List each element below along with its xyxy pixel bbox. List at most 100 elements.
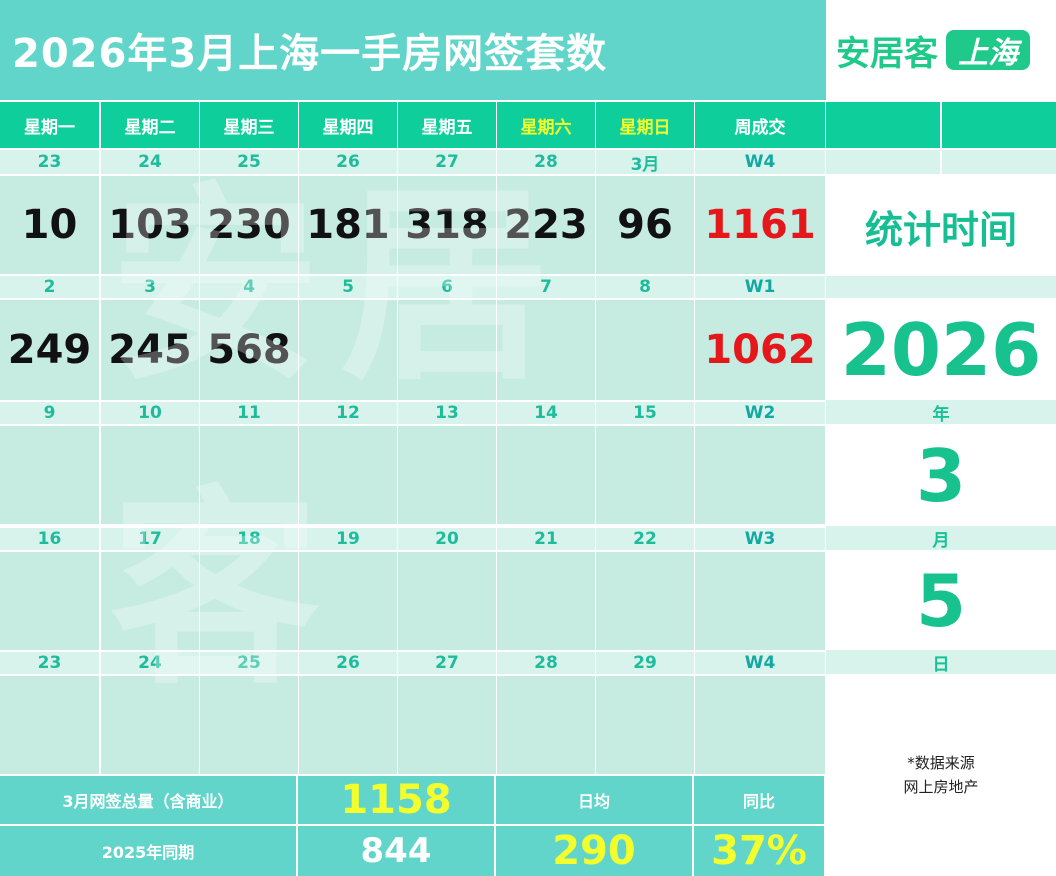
data-source-line-2: 网上房地产	[903, 778, 979, 796]
summary-yoy-value: 37%	[694, 826, 824, 876]
day-value-cell: 223	[497, 176, 595, 274]
weekday-header-5: 星期五	[398, 102, 496, 148]
date-label: 20	[398, 528, 496, 550]
day-value-cell	[299, 426, 397, 524]
week-total-cell: 1161	[695, 176, 825, 274]
week-label: W4	[695, 652, 825, 674]
day-value-cell	[497, 552, 595, 650]
date-label: 6	[398, 276, 496, 298]
day-value-cell	[200, 426, 298, 524]
day-value-cell: 568	[200, 300, 298, 400]
week-label: W3	[695, 528, 825, 550]
stat-day: 5	[915, 559, 967, 643]
date-label: 3月	[596, 150, 694, 175]
summary-avg-label: 日均	[496, 776, 692, 824]
date-label: 23	[0, 150, 99, 174]
week-total-cell	[695, 426, 825, 524]
week-total-cell	[695, 552, 825, 650]
day-value-cell: 230	[200, 176, 298, 274]
week-total-cell: 1062	[695, 300, 825, 400]
page-title: 2026年3月上海一手房网签套数	[12, 31, 608, 77]
day-value-cell: 245	[101, 300, 199, 400]
day-value-cell: 181	[299, 176, 397, 274]
day-value-cell: 318	[398, 176, 496, 274]
date-label: 19	[299, 528, 397, 550]
summary-yoy-label: 同比	[694, 776, 824, 824]
data-source-note: *数据来源 网上房地产	[826, 740, 1056, 810]
date-label: 4	[200, 276, 298, 298]
day-value-cell	[200, 676, 298, 774]
date-label: 8	[596, 276, 694, 298]
date-label: 5	[299, 276, 397, 298]
summary-avg-value: 290	[496, 826, 692, 876]
weekday-header-4: 星期四	[299, 102, 397, 148]
week-label: W2	[695, 402, 825, 424]
week-total-cell	[695, 676, 825, 774]
date-label: 24	[101, 150, 199, 174]
day-value-cell	[596, 426, 694, 524]
date-label: 21	[497, 528, 595, 550]
right-strip-1a	[826, 150, 940, 174]
date-label: 7	[497, 276, 595, 298]
right-header-block-2	[942, 102, 1056, 148]
stat-year-unit: 年	[826, 400, 1056, 425]
date-label: 16	[0, 528, 99, 550]
date-label: 27	[398, 652, 496, 674]
week-label: W1	[695, 276, 825, 298]
summary-total-label: 3月网签总量（含商业）	[0, 776, 296, 824]
date-label: 9	[0, 402, 99, 424]
date-label: 26	[299, 150, 397, 174]
day-value-cell: 103	[101, 176, 199, 274]
day-value-cell	[101, 676, 199, 774]
logo-city-badge: 上海	[946, 30, 1030, 71]
day-value-cell	[101, 426, 199, 524]
day-value-cell	[596, 676, 694, 774]
weekday-header-3: 星期三	[200, 102, 298, 148]
date-label: 12	[299, 402, 397, 424]
brand-logo: 安居客 上海	[826, 0, 1056, 100]
date-label: 14	[497, 402, 595, 424]
stat-time-label: 统计时间	[864, 207, 1017, 252]
date-label: 3	[101, 276, 199, 298]
stat-month-unit: 月	[826, 526, 1056, 551]
day-value-cell	[596, 552, 694, 650]
day-value-cell: 10	[0, 176, 99, 274]
title-bar: 2026年3月上海一手房网签套数	[0, 0, 826, 100]
stat-year: 2026	[840, 308, 1042, 392]
day-value-cell: 249	[0, 300, 99, 400]
date-label: 27	[398, 150, 496, 174]
date-label: 18	[200, 528, 298, 550]
day-value-cell	[299, 676, 397, 774]
date-label: 29	[596, 652, 694, 674]
date-label: 23	[0, 652, 99, 674]
day-value-cell	[398, 676, 496, 774]
logo-text: 安居客	[836, 33, 938, 74]
day-value-cell	[398, 426, 496, 524]
day-value-cell	[497, 426, 595, 524]
weekday-header-7: 星期日	[596, 102, 694, 148]
right-strip-1b	[942, 150, 1056, 174]
right-header-block-1	[826, 102, 940, 148]
weekday-header-8: 周成交	[695, 102, 825, 148]
date-label: 26	[299, 652, 397, 674]
day-value-cell	[0, 552, 99, 650]
stat-month: 3	[915, 434, 967, 518]
stat-day-unit: 日	[826, 650, 1056, 675]
summary-last-year-label: 2025年同期	[0, 826, 296, 876]
day-value-cell	[497, 676, 595, 774]
weekday-header-1: 星期一	[0, 102, 99, 148]
day-value-cell	[596, 300, 694, 400]
weekday-header-6: 星期六	[497, 102, 595, 148]
day-value-cell	[497, 300, 595, 400]
day-value-cell	[299, 552, 397, 650]
weekday-header-2: 星期二	[101, 102, 199, 148]
date-label: 28	[497, 652, 595, 674]
day-value-cell: 96	[596, 176, 694, 274]
data-source-line-1: *数据来源	[907, 754, 975, 772]
date-label: 13	[398, 402, 496, 424]
date-label: 22	[596, 528, 694, 550]
day-value-cell	[398, 552, 496, 650]
date-label: 25	[200, 150, 298, 174]
date-label: 24	[101, 652, 199, 674]
summary-last-year-value: 844	[298, 826, 494, 876]
